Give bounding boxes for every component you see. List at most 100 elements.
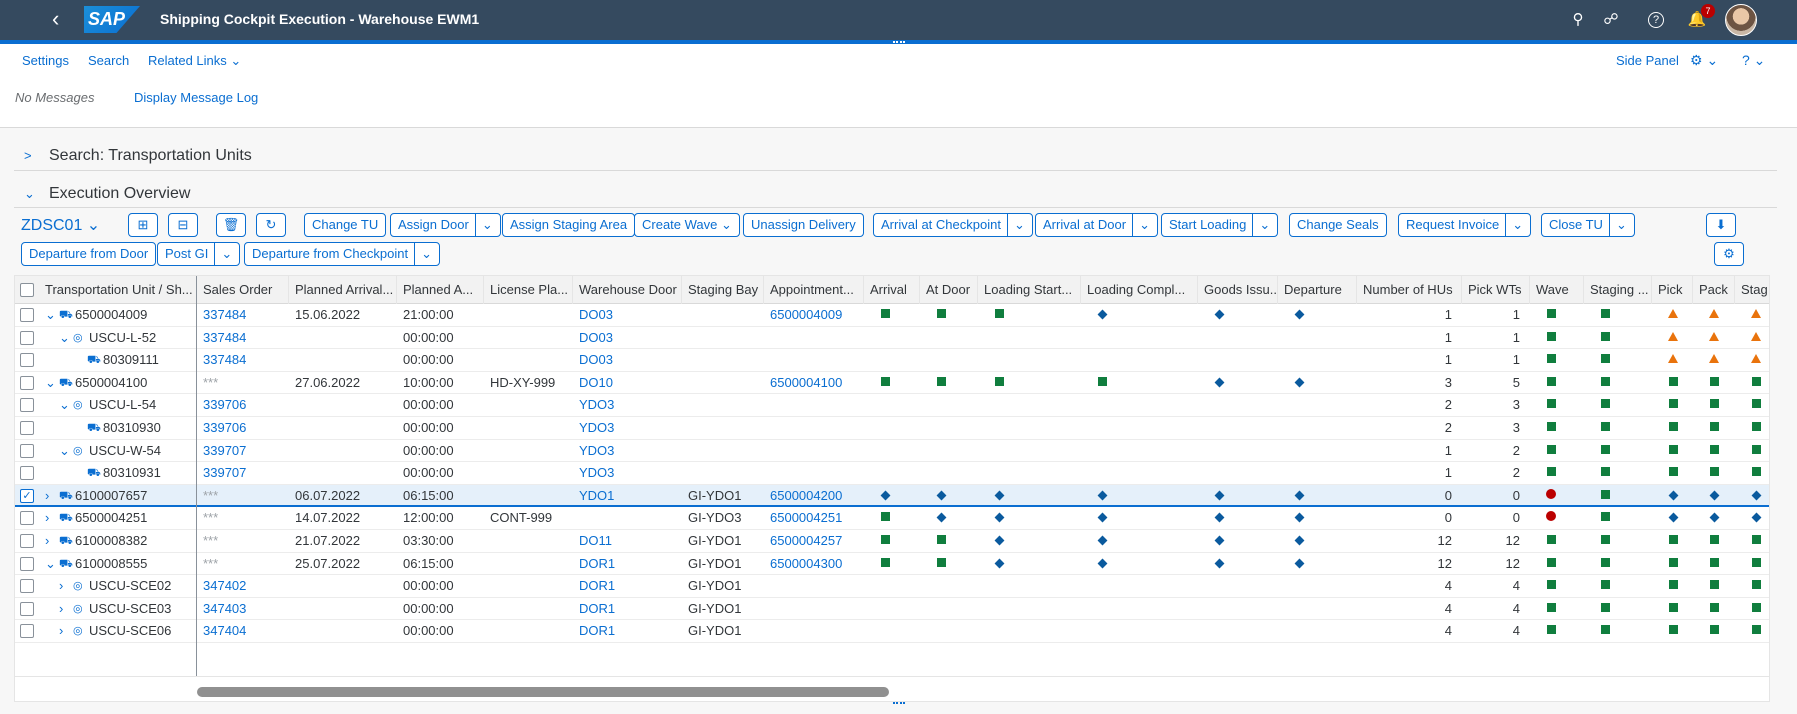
appointment[interactable]: 6500004257 (770, 533, 843, 548)
gear-icon[interactable]: ⚙ (1714, 242, 1744, 266)
warehouse-door[interactable]: DOR1 (579, 555, 616, 571)
row-checkbox[interactable] (20, 511, 34, 526)
departure-from-door-button[interactable]: Departure from Door (21, 242, 157, 266)
collapse-node-icon[interactable]: ⌄ (45, 555, 56, 571)
column-header[interactable]: Loading Start... (978, 276, 1081, 304)
back-icon[interactable]: ‹ (52, 6, 60, 31)
appointment[interactable] (764, 327, 864, 349)
expand-node-icon[interactable]: › (59, 578, 64, 594)
warehouse-door[interactable]: YDO3 (579, 397, 615, 413)
table-row[interactable]: › ⛟ 6100008382 *** 21.07.2022 03:30:00 DO11 GI-… (15, 530, 1769, 553)
sales-order[interactable]: 337484 (203, 352, 247, 368)
display-message-log-link[interactable]: Display Message Log (134, 90, 259, 105)
assign-door-button[interactable]: Assign Door ⌄ (390, 213, 501, 237)
expand-node-icon[interactable]: › (45, 510, 50, 526)
column-header[interactable]: Arrival (864, 276, 920, 304)
chevron-down-icon[interactable]: ⌄ (474, 214, 493, 236)
column-header[interactable]: Warehouse Door (573, 276, 682, 304)
table-row[interactable]: ⌄ ⛟ 6500004100 *** 27.06.2022 10:00:00 HD-XY-9… (15, 372, 1769, 395)
sales-order[interactable]: 337484 (203, 307, 247, 322)
expand-node-icon[interactable]: › (59, 623, 64, 639)
appointment[interactable]: 6500004200 (770, 487, 843, 503)
column-header[interactable]: License Pla... (484, 276, 573, 304)
table-row[interactable]: ⌄ ◎ USCU-L-54 339706 00:00:00 YDO3 2 3 (15, 394, 1769, 417)
row-checkbox[interactable] (20, 375, 34, 390)
sales-order[interactable]: 347404 (203, 623, 247, 639)
search-link[interactable]: Search (88, 53, 130, 68)
column-header[interactable]: At Door (920, 276, 978, 304)
appointment[interactable]: 6500004100 (770, 374, 843, 390)
table-row[interactable]: ⌄ ◎ USCU-W-54 339707 00:00:00 YDO3 1 2 (15, 440, 1769, 463)
select-all-checkbox[interactable] (20, 283, 34, 297)
settings-menu-icon[interactable]: ⚙ ⌄ (1690, 52, 1719, 68)
assign-staging-area-button[interactable]: Assign Staging Area (502, 213, 636, 237)
column-header[interactable]: Staging ... (1584, 276, 1652, 304)
warehouse-door[interactable] (573, 507, 682, 529)
column-header[interactable]: Appointment... (764, 276, 864, 304)
related-links-menu[interactable]: Related Links ⌄ (148, 53, 241, 69)
column-header[interactable]: Sales Order (197, 276, 289, 304)
chevron-down-icon[interactable]: ⌄ (1006, 214, 1025, 236)
table-row[interactable]: ⌄ ◎ USCU-L-52 337484 00:00:00 DO03 1 1 (15, 327, 1769, 350)
warehouse-door[interactable]: YDO1 (579, 487, 615, 503)
row-checkbox[interactable]: ✓ (20, 488, 34, 503)
table-row[interactable]: › ⛟ 6500004251 *** 14.07.2022 12:00:00 CONT-99… (15, 507, 1769, 530)
appointment[interactable] (764, 598, 864, 620)
appointment[interactable] (764, 620, 864, 642)
column-header[interactable]: Pick WTs (1462, 276, 1530, 304)
row-checkbox[interactable] (20, 601, 34, 616)
warehouse-door[interactable]: YDO3 (579, 465, 615, 481)
user-avatar[interactable] (1725, 4, 1757, 36)
column-header[interactable]: Goods Issu... (1198, 276, 1278, 304)
sales-order[interactable]: 339706 (203, 420, 247, 435)
chevron-down-icon[interactable]: ⌄ (1252, 214, 1270, 236)
sales-order[interactable]: 337484 (203, 329, 247, 345)
warehouse-door[interactable]: DOR1 (579, 578, 616, 594)
column-header[interactable]: Departure (1278, 276, 1357, 304)
row-checkbox[interactable] (20, 534, 34, 548)
settings-link[interactable]: Settings (22, 53, 69, 68)
warehouse-door[interactable]: DO03 (579, 307, 613, 322)
chevron-down-icon[interactable]: ⌄ (1132, 214, 1150, 236)
collapse-node-icon[interactable]: ⌄ (59, 397, 70, 413)
expand-all-button[interactable]: ⊞ (128, 213, 158, 237)
arrival-at-door-button[interactable]: Arrival at Door ⌄ (1035, 213, 1158, 237)
collapse-node-icon[interactable]: ⌄ (59, 442, 70, 458)
warehouse-door[interactable]: YDO3 (579, 420, 615, 435)
warehouse-door[interactable]: DO03 (579, 329, 613, 345)
sales-order[interactable]: 339706 (203, 397, 247, 413)
column-header[interactable]: Transportation Unit / Sh... (39, 276, 197, 304)
row-checkbox[interactable] (20, 466, 34, 481)
column-header[interactable]: Planned A... (397, 276, 484, 304)
table-row[interactable]: › ◎ USCU-SCE02 347402 00:00:00 DOR1 GI-YDO1 4 4 (15, 575, 1769, 598)
appointment[interactable] (764, 440, 864, 462)
appointment[interactable]: 6500004300 (770, 555, 843, 571)
column-header[interactable]: Stag (1735, 276, 1769, 304)
table-row[interactable]: ✓ › ⛟ 6100007657 *** 06.07.2022 06:15:00 YDO1 GI… (15, 484, 1769, 508)
expand-node-icon[interactable]: › (59, 600, 64, 616)
download-icon[interactable]: ⬇ (1706, 213, 1736, 237)
column-header[interactable]: Staging Bay (682, 276, 764, 304)
warehouse-door[interactable]: DO03 (579, 352, 613, 368)
departure-from-checkpoint-button[interactable]: Departure from Checkpoint ⌄ (244, 242, 440, 266)
close-tu-button[interactable]: Close TU ⌄ (1541, 213, 1635, 237)
create-wave-button[interactable]: Create Wave ⌄ (634, 213, 740, 237)
row-checkbox[interactable] (20, 556, 34, 571)
sales-order[interactable]: 347403 (203, 600, 247, 616)
unassign-delivery-button[interactable]: Unassign Delivery (743, 213, 864, 237)
help-menu-icon[interactable]: ? ⌄ (1742, 52, 1766, 68)
horizontal-scrollbar[interactable] (197, 687, 889, 697)
table-row[interactable]: ⛟ 80310931 339707 00:00:00 YDO3 1 2 (15, 462, 1769, 485)
sales-order[interactable]: 339707 (203, 465, 247, 481)
table-row[interactable]: › ◎ USCU-SCE03 347403 00:00:00 DOR1 GI-YDO1 4 4 (15, 598, 1769, 621)
header-collapse-handle[interactable] (893, 41, 905, 45)
binoculars-icon[interactable]: ☍ (1603, 11, 1619, 28)
table-row[interactable]: ⛟ 80309111 337484 00:00:00 DO03 1 1 (15, 349, 1769, 372)
appointment[interactable] (764, 394, 864, 416)
table-row[interactable]: › ◎ USCU-SCE06 347404 00:00:00 DOR1 GI-YDO1 4 4 (15, 620, 1769, 643)
trash-icon[interactable]: 🗑 (216, 213, 246, 237)
column-header[interactable]: Wave (1530, 276, 1584, 304)
collapse-all-button[interactable]: ⊟ (168, 213, 198, 237)
table-row[interactable]: ⛟ 80310930 339706 00:00:00 YDO3 2 3 (15, 417, 1769, 440)
resize-grip[interactable] (893, 702, 905, 706)
